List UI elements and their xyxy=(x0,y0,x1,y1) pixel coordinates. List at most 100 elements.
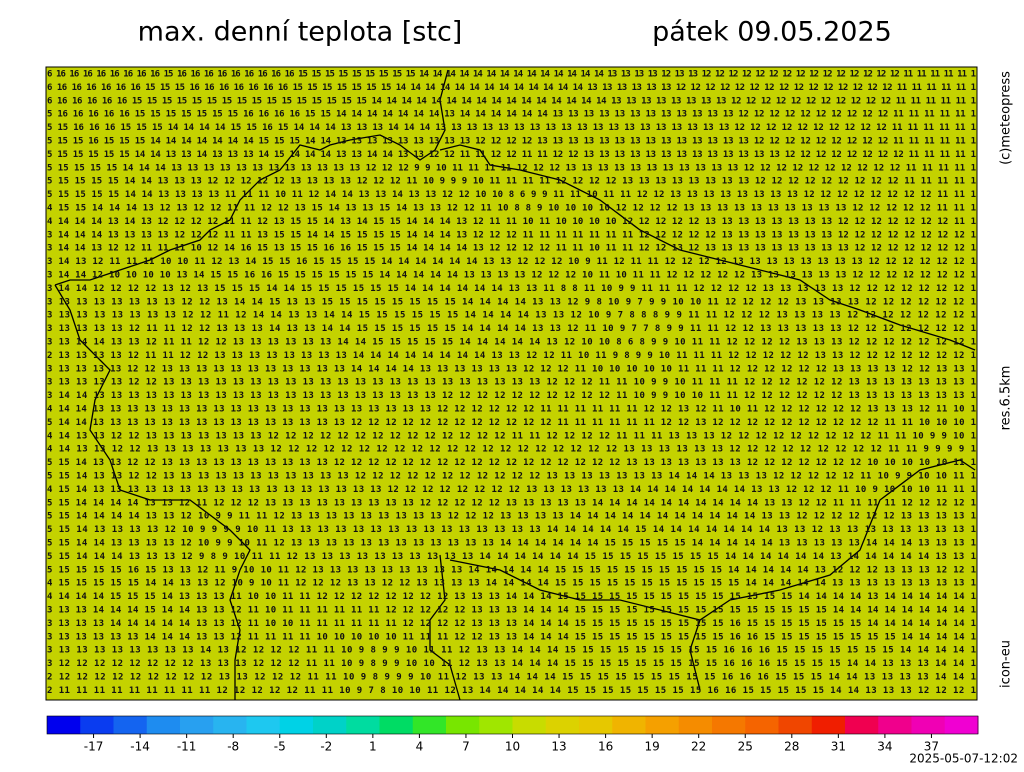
border-line xyxy=(54,69,449,286)
value-row: 4 15 15 15 15 15 14 14 13 13 12 10 9 10 … xyxy=(47,579,976,589)
colorbar-tick-label: 22 xyxy=(691,740,706,754)
value-row: 6 16 16 16 16 16 15 15 15 15 15 15 15 15… xyxy=(47,96,976,106)
value-row: 3 13 13 13 13 13 14 14 14 13 13 12 11 11… xyxy=(47,632,976,642)
value-row: 3 14 14 13 13 13 13 13 13 13 13 13 13 13… xyxy=(47,391,976,401)
colorbar-tick-label: 7 xyxy=(462,740,470,754)
colorbar-tick-label: 1 xyxy=(369,740,377,754)
colorbar-tick-label: 25 xyxy=(738,740,753,754)
value-row: 3 14 14 14 13 13 13 13 12 12 12 11 11 13… xyxy=(47,230,976,240)
value-row: 3 13 13 13 13 13 13 13 12 12 11 12 14 14… xyxy=(47,311,976,321)
value-row: 4 14 14 13 13 13 13 13 13 13 13 13 13 13… xyxy=(47,405,976,415)
colorbar-tick-label: 16 xyxy=(598,740,613,754)
value-row: 4 15 14 13 13 13 13 13 13 13 13 13 13 13… xyxy=(47,485,976,495)
colorbar-segment xyxy=(246,716,281,734)
colorbar-tick-label: 13 xyxy=(551,740,566,754)
value-row: 3 14 13 12 11 11 11 10 10 11 12 13 14 15… xyxy=(47,257,976,267)
colorbar-segment xyxy=(279,716,314,734)
colorbar-tick-label: -17 xyxy=(84,740,104,754)
value-grid: 6 16 16 16 16 16 16 16 16 15 16 16 16 16… xyxy=(47,70,976,696)
value-row: 4 14 13 13 12 12 13 13 13 13 13 13 13 12… xyxy=(47,431,976,441)
value-row: 6 16 16 16 16 16 16 15 15 15 16 16 16 16… xyxy=(47,83,976,93)
colorbar-segment xyxy=(911,716,946,734)
value-row: 3 14 14 12 10 10 10 10 13 14 15 15 16 16… xyxy=(47,271,976,281)
value-row: 3 13 14 14 13 13 12 11 11 12 12 13 13 13… xyxy=(47,338,976,348)
timestamp: 2025-05-07-12:02 xyxy=(909,752,1018,766)
value-row: 5 14 14 13 13 13 13 13 13 13 13 13 13 13… xyxy=(47,418,976,428)
value-row: 5 15 14 14 14 14 13 13 12 11 12 12 12 13… xyxy=(47,498,976,508)
date: pátek 09.05.2025 xyxy=(652,17,892,48)
value-row: 5 16 16 16 16 16 15 15 15 15 15 15 15 16… xyxy=(47,110,976,120)
value-row: 3 13 13 13 14 14 14 14 14 13 13 12 11 10… xyxy=(47,619,976,629)
value-row: 4 14 14 14 15 15 15 14 13 13 13 11 10 10… xyxy=(47,592,976,602)
colorbar-segment xyxy=(180,716,214,734)
value-row: 3 13 13 13 13 12 12 13 13 13 13 13 13 13… xyxy=(47,364,976,374)
value-row: 5 15 14 14 14 13 13 13 12 9 8 9 10 11 11… xyxy=(47,552,976,562)
value-row: 6 16 16 16 16 16 16 16 16 15 16 16 16 16… xyxy=(47,70,976,80)
colorbar-tick-label: -11 xyxy=(177,740,197,754)
colorbar-segment xyxy=(379,716,414,734)
colorbar-tick-label: 4 xyxy=(416,740,424,754)
colorbar-segment xyxy=(845,716,879,734)
colorbar-segment xyxy=(446,716,480,734)
resolution: res.6.5km xyxy=(999,366,1014,431)
colorbar-tick-label: 31 xyxy=(831,740,846,754)
colorbar-segment xyxy=(213,716,247,734)
value-row: 3 13 13 13 13 12 12 13 13 13 13 13 13 13… xyxy=(47,378,976,388)
value-row: 3 12 12 12 12 12 12 12 12 13 13 13 12 12… xyxy=(47,659,976,669)
colorbar-segment xyxy=(346,716,380,734)
value-row: 5 15 14 13 13 12 12 13 13 13 13 13 13 13… xyxy=(47,472,976,482)
map-area xyxy=(45,66,978,701)
value-row: 5 15 15 16 15 15 15 14 14 14 14 14 14 14… xyxy=(47,137,976,147)
colorbar-tick-label: 37 xyxy=(924,740,939,754)
value-row: 2 11 11 11 11 11 11 11 11 11 12 12 12 12… xyxy=(47,686,976,696)
colorbar-segment xyxy=(113,716,148,734)
colorbar-segment xyxy=(745,716,779,734)
colorbar-tick-label: 34 xyxy=(877,740,892,754)
value-row: 2 13 13 13 13 12 11 11 12 12 13 13 13 13… xyxy=(47,351,976,361)
value-row: 5 15 14 14 14 14 13 13 12 10 9 9 11 11 1… xyxy=(47,512,976,522)
value-row: 5 15 15 15 15 14 14 13 13 13 13 11 11 11… xyxy=(47,190,976,200)
colorbar-tick-label: -14 xyxy=(130,740,150,754)
value-row: 2 12 12 12 12 12 12 12 12 12 13 13 12 12… xyxy=(47,673,976,683)
colorbar-segment xyxy=(678,716,713,734)
colorbar-segment xyxy=(146,716,181,734)
value-row: 5 15 16 16 16 15 15 15 14 14 14 14 15 15… xyxy=(47,123,976,133)
copyright: (c)meteopress xyxy=(999,71,1014,165)
border-line xyxy=(449,459,976,621)
colorbar-segment xyxy=(778,716,813,734)
colorbar-segment xyxy=(811,716,846,734)
colorbar-tick-label: -5 xyxy=(274,740,286,754)
border-line xyxy=(689,619,701,691)
colorbar-segment xyxy=(612,716,646,734)
value-row: 5 15 15 15 15 14 14 13 13 13 12 12 12 12… xyxy=(47,177,976,187)
value-row: 4 15 15 14 14 14 13 12 13 12 12 11 11 12… xyxy=(47,204,976,214)
colorbar-segment xyxy=(545,716,580,734)
value-row: 4 14 14 14 13 14 13 12 12 12 12 11 11 12… xyxy=(47,217,976,227)
colorbar-tick-label: 10 xyxy=(505,740,520,754)
borders xyxy=(54,69,976,701)
colorbar-segment xyxy=(313,716,347,734)
colorbar-segment xyxy=(80,716,114,734)
border-line xyxy=(429,554,461,701)
value-row: 5 15 15 15 15 16 15 13 13 12 11 9 10 10 … xyxy=(47,565,976,575)
colorbar-segment xyxy=(944,716,979,734)
value-row: 5 15 15 15 15 14 14 14 13 13 13 13 13 13… xyxy=(47,163,976,173)
value-row: 3 13 13 14 14 14 15 14 14 13 13 12 11 10… xyxy=(47,606,976,616)
colorbar-tick-label: -8 xyxy=(227,740,239,754)
colorbar-tick-label: 28 xyxy=(784,740,799,754)
colorbar-tick-label: 19 xyxy=(645,740,660,754)
colorbar-segment xyxy=(412,716,447,734)
value-row: 3 14 14 13 12 12 11 11 11 10 12 14 16 15… xyxy=(47,244,976,254)
value-row: 5 15 14 13 13 12 12 13 13 13 13 13 13 13… xyxy=(47,458,976,468)
colorbar-segment xyxy=(712,716,746,734)
border-line xyxy=(439,144,976,351)
colorbar-segment xyxy=(47,716,81,734)
value-row: 4 14 13 13 12 12 13 13 13 13 13 13 13 12… xyxy=(47,445,976,455)
value-row: 5 15 15 15 15 15 14 14 13 13 14 13 13 13… xyxy=(47,150,976,160)
colorbar-segment xyxy=(579,716,613,734)
colorbar-segment xyxy=(512,716,547,734)
colorbar-tick-label: -2 xyxy=(320,740,332,754)
colorbar-segment xyxy=(878,716,912,734)
colorbar: -17 -14 -11 -8 -5 -2 1 4 7 10 13 16 19 22 25 28 31 34 37 xyxy=(46,715,979,754)
